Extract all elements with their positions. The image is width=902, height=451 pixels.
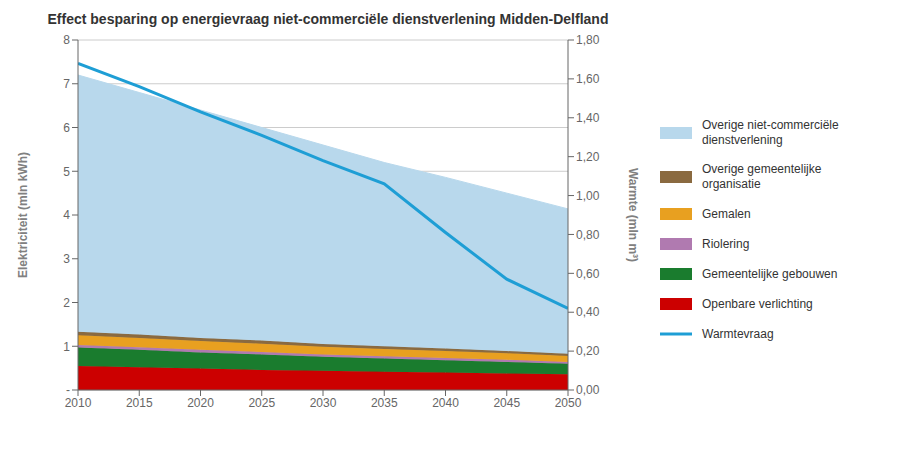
svg-text:1,40: 1,40: [576, 111, 600, 125]
svg-text:2050: 2050: [555, 396, 582, 410]
svg-text:0,00: 0,00: [576, 383, 600, 397]
svg-text:2020: 2020: [187, 396, 214, 410]
svg-text:1,60: 1,60: [576, 72, 600, 86]
svg-text:0,80: 0,80: [576, 228, 600, 242]
svg-text:2: 2: [63, 296, 70, 310]
svg-text:5: 5: [63, 165, 70, 179]
html-text:Openbare verlichting: Openbare verlichting: [702, 296, 813, 311]
svg-text:4: 4: [63, 208, 70, 222]
svg-text:2015: 2015: [126, 396, 153, 410]
svg-text:-: -: [66, 383, 70, 397]
svg-text:3: 3: [63, 252, 70, 266]
svg-text:2035: 2035: [371, 396, 398, 410]
html-text:Gemalen: Gemalen: [702, 206, 751, 221]
svg-text:0,60: 0,60: [576, 267, 600, 281]
svg-text:2040: 2040: [432, 396, 459, 410]
svg-text:Elektriciteit (mln kWh): Elektriciteit (mln kWh): [16, 152, 30, 278]
svg-text:6: 6: [63, 121, 70, 135]
svg-text:2010: 2010: [65, 396, 92, 410]
html-text:Effect besparing op energievra: Effect besparing op energievraag niet-co…: [47, 11, 609, 27]
svg-text:8: 8: [63, 33, 70, 47]
svg-text:1,20: 1,20: [576, 150, 600, 164]
svg-text:1,00: 1,00: [576, 189, 600, 203]
html-text:Riolering: Riolering: [702, 236, 750, 251]
svg-text:0,40: 0,40: [576, 305, 600, 319]
html-text:Gemeentelijke gebouwen: Gemeentelijke gebouwen: [702, 266, 838, 281]
svg-text:1,80: 1,80: [576, 33, 600, 47]
svg-text:7: 7: [63, 77, 70, 91]
svg-text:Warmte (mln m³): Warmte (mln m³): [626, 168, 640, 262]
html-text:Overige gemeentelijke organisa: Overige gemeentelijke organisatie: [702, 162, 822, 191]
svg-text:2030: 2030: [310, 396, 337, 410]
html-text:Overige niet-commerciële diens: Overige niet-commerciële dienstverlening: [702, 118, 839, 147]
svg-text:2025: 2025: [248, 396, 275, 410]
svg-text:1: 1: [63, 340, 70, 354]
svg-text:0,20: 0,20: [576, 344, 600, 358]
svg-text:2045: 2045: [493, 396, 520, 410]
html-text:Warmtevraag: Warmtevraag: [702, 326, 774, 341]
